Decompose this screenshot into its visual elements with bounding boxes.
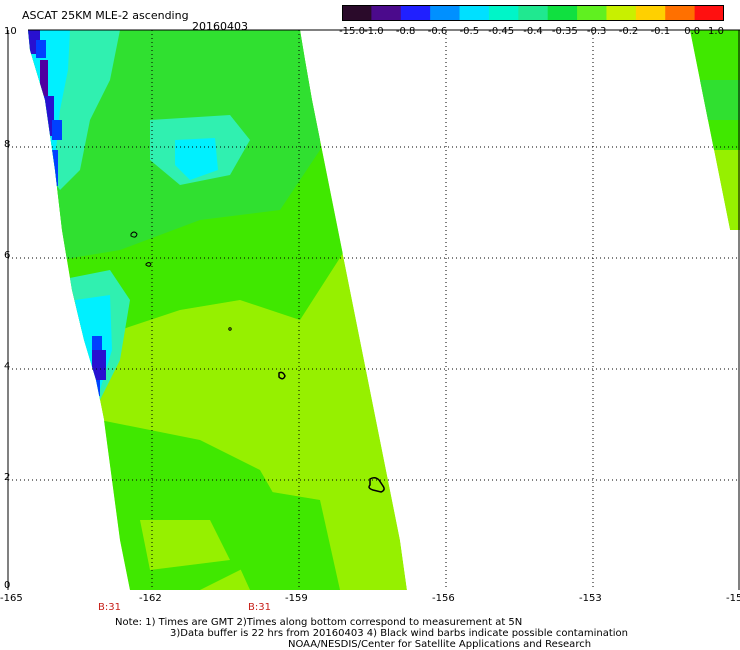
time-label-1: B:31: [98, 602, 121, 613]
colorbar-cell: [371, 5, 402, 21]
note-line-1: Note: 1) Times are GMT 2)Times along bot…: [115, 617, 523, 628]
colorbar-cell: [694, 5, 724, 21]
product-title: ASCAT 25KM MLE-2 ascending: [22, 9, 189, 22]
colorbar-cell: [400, 5, 431, 21]
colorbar-cell: [635, 5, 666, 21]
y-tick-2: 2: [4, 472, 11, 483]
colorbar-label: 1.0: [708, 26, 724, 37]
colorbar-label: -0.3: [586, 26, 607, 37]
colorbar-cell: [606, 5, 637, 21]
colorbar-labels: -15.0 -1.0 -0.8 -0.6 -0.5 -0.45 -0.4 -0.35 -0.3-…: [339, 26, 724, 38]
colorbar-label: -0.8: [395, 26, 416, 37]
colorbar-cell: [459, 5, 490, 21]
x-tick-153: -153: [579, 593, 602, 604]
swath-main: [28, 30, 407, 590]
colorbar-cell: [547, 5, 578, 21]
x-tick-156: -156: [432, 593, 455, 604]
colorbar-cell: [430, 5, 461, 21]
colorbar-cell: [665, 5, 696, 21]
note-line-2: 3)Data buffer is 22 hrs from 20160403 4)…: [170, 628, 628, 639]
island-contours: [130, 231, 385, 493]
x-tick-165: -165: [0, 593, 23, 604]
colorbar-label: -1.0: [364, 26, 384, 37]
x-tick-150: -150: [726, 593, 740, 604]
credit-line: NOAA/NESDIS/Center for Satellite Applica…: [288, 639, 592, 650]
y-tick-10: 10: [4, 26, 17, 37]
y-tick-8: 8: [4, 139, 11, 150]
x-tick-159: -159: [285, 593, 308, 604]
colorbar-label: -0.5: [459, 26, 480, 37]
y-tick-4: 4: [4, 361, 11, 372]
colorbar: [342, 5, 724, 21]
colorbar-cell: [342, 5, 372, 21]
colorbar-label: -15.0: [339, 26, 365, 37]
colorbar-label: -0.35: [551, 26, 578, 37]
y-tick-0: 0: [4, 580, 11, 591]
x-tick-162: -162: [139, 593, 162, 604]
colorbar-label: 0.0: [684, 26, 701, 37]
colorbar-label: -0.45: [488, 26, 515, 37]
colorbar-cell: [488, 5, 519, 21]
swath-right: [690, 30, 740, 230]
colorbar-cell: [577, 5, 608, 21]
grid: [8, 30, 740, 590]
colorbar-label: -0.1: [650, 26, 671, 37]
colorbar-cell: [518, 5, 549, 21]
y-tick-6: 6: [4, 250, 11, 261]
product-date: 20160403: [192, 20, 248, 33]
time-label-2: B:31: [248, 602, 271, 613]
colorbar-label: -0.4: [523, 26, 543, 37]
colorbar-label: -0.6: [427, 26, 448, 37]
colorbar-label: -0.2: [618, 26, 639, 37]
